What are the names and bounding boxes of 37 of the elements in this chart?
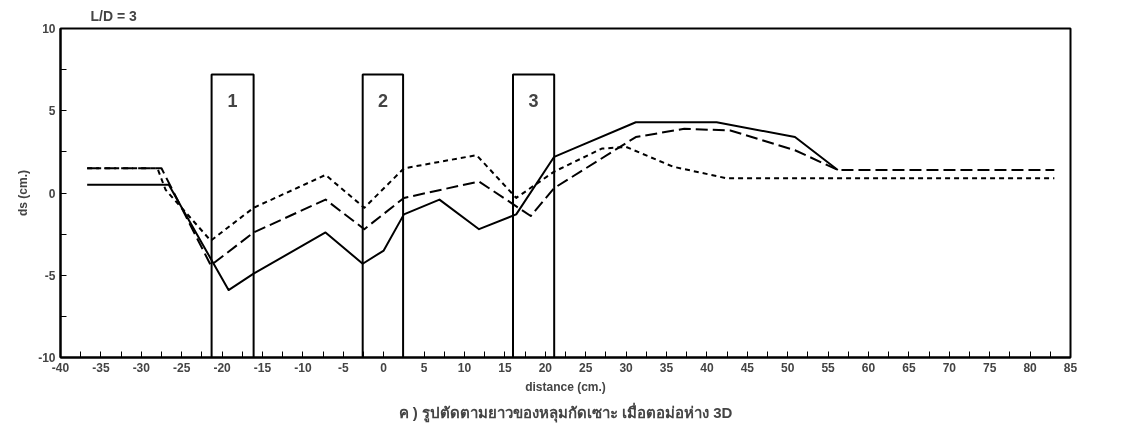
y-tick-label: 10 bbox=[42, 22, 56, 36]
band-label: 1 bbox=[227, 91, 238, 112]
y-tick-label: 0 bbox=[48, 186, 56, 201]
y-tick-label: -5 bbox=[44, 268, 56, 283]
x-tick-label: 85 bbox=[1063, 360, 1078, 375]
x-tick-label: -15 bbox=[253, 360, 272, 375]
x-tick-label: 10 bbox=[457, 360, 472, 375]
x-tick-label: -35 bbox=[92, 360, 110, 375]
x-tick-label: -20 bbox=[213, 360, 232, 375]
x-tick-label: 60 bbox=[861, 360, 876, 375]
x-tick-label: 30 bbox=[619, 360, 634, 375]
x-tick-label: -5 bbox=[337, 360, 349, 375]
x-tick-label: 50 bbox=[781, 360, 795, 375]
chart-title: L/D = 3 bbox=[90, 7, 138, 24]
x-tick-label: 75 bbox=[983, 360, 997, 375]
x-tick-label: 45 bbox=[740, 360, 755, 375]
x-axis-title: distance (cm.) bbox=[525, 379, 606, 394]
x-tick-label: 0 bbox=[380, 360, 388, 375]
x-tick-label: 20 bbox=[538, 360, 553, 375]
text: ค ) รูปตัดตามยาวของหลุมกัดเซาะ เมื่อตอม่อห่าง 3D bbox=[398, 401, 733, 423]
x-tick-label: 80 bbox=[1023, 360, 1038, 375]
x-tick-label: 55 bbox=[821, 360, 836, 375]
x-tick-label: -25 bbox=[173, 360, 191, 375]
y-tick-label: -10 bbox=[38, 351, 56, 365]
y-tick-label: 5 bbox=[48, 104, 56, 119]
x-tick-label: 35 bbox=[659, 360, 674, 375]
x-tick-label: -10 bbox=[294, 360, 312, 375]
y-axis-title: ds (cm.) bbox=[16, 169, 31, 216]
x-tick-label: -30 bbox=[132, 360, 151, 375]
x-tick-label: 70 bbox=[942, 360, 957, 375]
x-tick-label: 65 bbox=[902, 360, 916, 375]
band-label: 2 bbox=[377, 91, 388, 112]
x-tick-label: 25 bbox=[579, 360, 593, 375]
x-tick-label: 15 bbox=[498, 360, 512, 375]
x-tick-label: 40 bbox=[700, 360, 714, 375]
band-label: 3 bbox=[528, 91, 539, 112]
x-tick-label: 5 bbox=[420, 360, 428, 375]
